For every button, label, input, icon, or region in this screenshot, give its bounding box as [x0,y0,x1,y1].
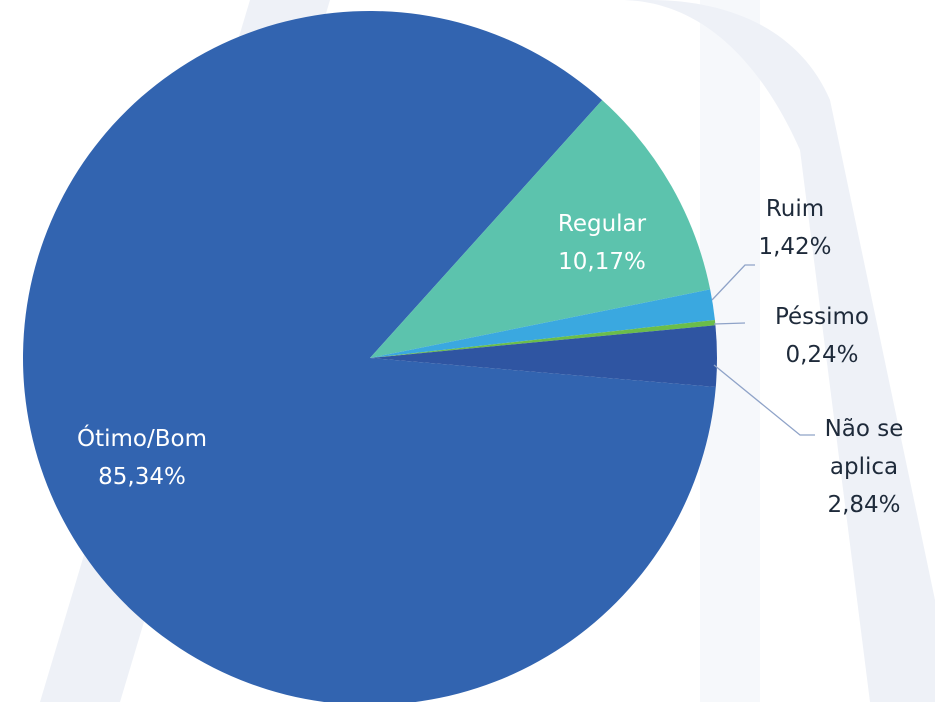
leader-line [713,364,815,436]
label-name: Ótimo/Bom [77,426,207,452]
pie-slice [370,325,717,388]
slice-label: Não se aplica 2,84% [819,410,909,524]
label-name: Não se aplica [824,416,904,480]
leader-line [713,322,746,325]
label-value: 2,84% [827,492,901,518]
label-value: 85,34% [98,464,186,490]
label-name: Regular [557,211,647,237]
slice-label: Regular 10,17% [527,205,677,281]
label-value: 10,17% [558,249,646,275]
label-name: Péssimo [774,304,870,330]
label-value: 0,24% [785,342,859,368]
pie-slice [370,320,716,358]
leader-line [711,264,755,301]
label-name: Ruim [765,196,825,222]
pie-slice [370,289,715,358]
label-value: 1,42% [758,234,832,260]
slice-label: Péssimo 0,24% [747,298,897,374]
slice-label: Ruim 1,42% [735,190,855,266]
pie-slice [23,11,716,702]
slice-label: Ótimo/Bom 85,34% [32,420,252,496]
pie-slice [370,100,711,359]
leaders [711,264,815,436]
slices [23,11,717,702]
